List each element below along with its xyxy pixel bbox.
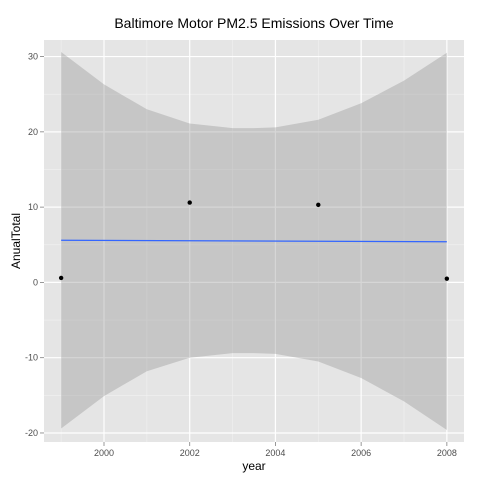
y-tick-label: 10: [28, 202, 38, 212]
data-point-2: [188, 200, 192, 204]
data-point-3: [316, 203, 320, 207]
chart-title: Baltimore Motor PM2.5 Emissions Over Tim…: [114, 15, 394, 31]
x-tick-label: 2006: [351, 448, 371, 458]
x-tick-label: 2002: [180, 448, 200, 458]
y-tick-label: 0: [33, 277, 38, 287]
x-axis-title: year: [242, 459, 265, 473]
data-point-4: [445, 276, 449, 280]
y-tick-label: -20: [25, 428, 38, 438]
x-tick-label: 2008: [437, 448, 457, 458]
x-tick-label: 2000: [94, 448, 114, 458]
y-tick-label: 30: [28, 52, 38, 62]
y-tick-label: -10: [25, 353, 38, 363]
y-tick-label: 20: [28, 127, 38, 137]
data-point-1: [59, 276, 63, 280]
y-axis-title: AnualTotal: [9, 213, 23, 269]
x-tick-label: 2004: [265, 448, 285, 458]
